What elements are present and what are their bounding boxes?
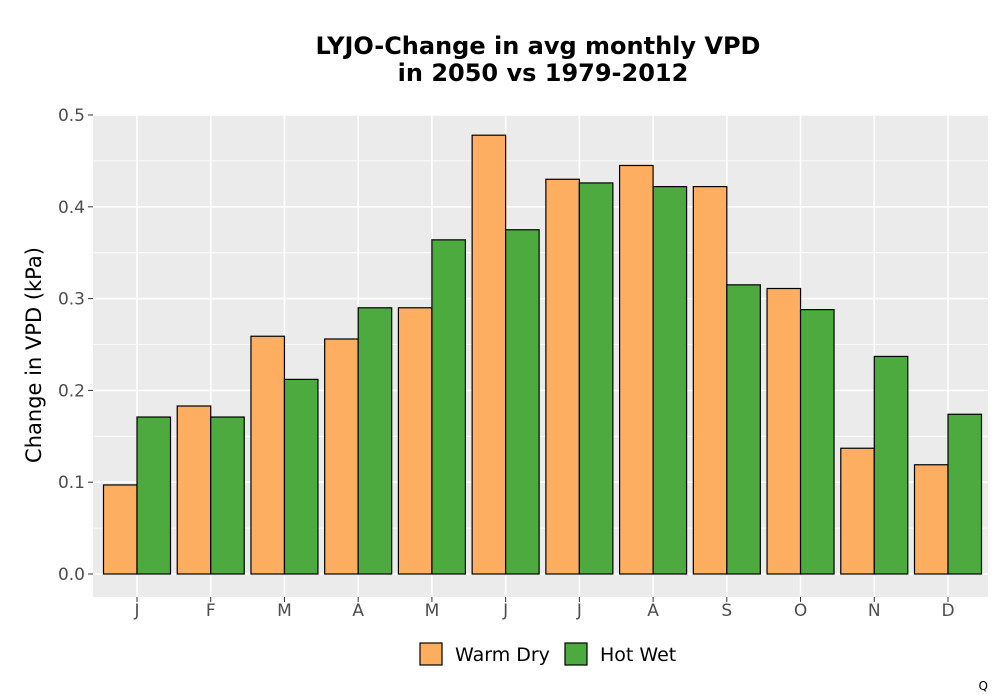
x-tick-label: N <box>868 601 881 621</box>
x-tick-label: J <box>576 601 582 621</box>
bar <box>431 239 467 575</box>
bar <box>799 309 835 575</box>
bars <box>102 134 983 575</box>
corner-mark: Q <box>979 679 988 693</box>
bar <box>136 416 172 575</box>
bar <box>947 413 983 575</box>
y-tick-label: 0.1 <box>58 473 85 493</box>
legend-swatch <box>564 642 588 666</box>
bar <box>324 338 359 575</box>
legend-label: Hot Wet <box>600 644 676 666</box>
x-tick-label: M <box>425 601 440 621</box>
y-tick-label: 0.0 <box>58 565 85 585</box>
x-tick-label: J <box>502 601 508 621</box>
bar <box>283 378 319 575</box>
bar <box>618 164 654 575</box>
bar <box>545 178 580 575</box>
bar <box>913 464 949 575</box>
bar <box>250 335 286 575</box>
bar <box>652 186 688 575</box>
legend-label: Warm Dry <box>455 644 550 666</box>
bar <box>176 405 212 575</box>
bar <box>397 307 433 575</box>
chart-title-line-2: in 2050 vs 1979-2012 <box>398 59 689 87</box>
bar <box>471 134 507 575</box>
x-tick-label: O <box>794 601 807 621</box>
x-tick-label: F <box>206 601 216 621</box>
bar <box>873 355 909 575</box>
x-tick-label: M <box>277 601 292 621</box>
bar <box>210 416 245 575</box>
x-tick-label: A <box>352 601 364 621</box>
bar <box>692 186 728 575</box>
x-tick-label: D <box>941 601 954 621</box>
bar <box>766 287 802 575</box>
axes: 0.0 0.1 0.2 0.3 0.4 0.5 J F M A M J J A S O N D <box>58 106 955 621</box>
chart-title-line-1: LYJO-Change in avg monthly VPD <box>316 32 761 60</box>
y-tick-label: 0.3 <box>58 290 85 310</box>
x-tick-label: S <box>721 601 732 621</box>
x-tick-label: A <box>647 601 659 621</box>
y-tick-label: 0.2 <box>58 381 85 401</box>
bar <box>726 284 761 575</box>
x-tick-label: J <box>133 601 139 621</box>
bar <box>840 447 875 575</box>
legend: Warm Dry Hot Wet <box>419 642 676 666</box>
bar <box>505 229 540 575</box>
legend-swatch <box>419 642 443 666</box>
bar <box>357 307 393 575</box>
chart-title: LYJO-Change in avg monthly VPD in 2050 v… <box>316 32 761 87</box>
bar <box>102 484 138 575</box>
y-tick-label: 0.4 <box>58 198 85 218</box>
y-axis-title: Change in VPD (kPa) <box>22 247 46 463</box>
bar <box>578 182 614 575</box>
y-tick-label: 0.5 <box>58 106 85 126</box>
